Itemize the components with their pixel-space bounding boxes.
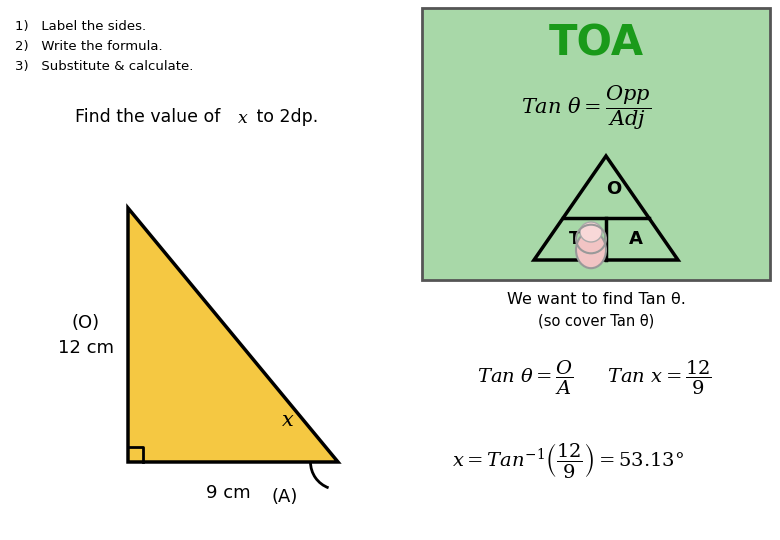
Ellipse shape xyxy=(576,232,606,268)
Text: $Tan\ x = \dfrac{12}{9}$: $Tan\ x = \dfrac{12}{9}$ xyxy=(607,359,712,397)
Text: 12 cm: 12 cm xyxy=(58,339,114,357)
Text: Find the value of: Find the value of xyxy=(75,108,226,126)
Text: (so cover Tan θ): (so cover Tan θ) xyxy=(538,313,654,328)
Text: (O): (O) xyxy=(72,314,100,332)
Text: 2)   Write the formula.: 2) Write the formula. xyxy=(15,40,162,53)
Text: θ: θ xyxy=(594,232,602,246)
Text: 9 cm: 9 cm xyxy=(206,484,250,502)
Text: We want to find Tan θ.: We want to find Tan θ. xyxy=(506,292,686,307)
Polygon shape xyxy=(534,156,678,260)
FancyBboxPatch shape xyxy=(422,8,770,280)
Text: (A): (A) xyxy=(271,488,298,506)
Text: $x$: $x$ xyxy=(282,410,295,430)
Text: $x = Tan^{-1}\left(\dfrac{12}{9}\right) = 53.13°$: $x = Tan^{-1}\left(\dfrac{12}{9}\right) … xyxy=(452,441,684,480)
Polygon shape xyxy=(128,208,338,462)
Text: to 2dp.: to 2dp. xyxy=(251,108,318,126)
Text: 3)   Substitute & calculate.: 3) Substitute & calculate. xyxy=(15,60,193,73)
Text: $x$: $x$ xyxy=(237,109,249,127)
Text: $Tan\ \theta = \dfrac{Opp}{Adj}$: $Tan\ \theta = \dfrac{Opp}{Adj}$ xyxy=(521,84,651,132)
Text: T: T xyxy=(569,230,580,248)
Text: TOA: TOA xyxy=(548,22,643,64)
Text: A: A xyxy=(629,230,643,248)
Text: O: O xyxy=(606,180,622,198)
Ellipse shape xyxy=(580,222,602,242)
Text: 1)   Label the sides.: 1) Label the sides. xyxy=(15,20,146,33)
Text: $Tan\ \theta = \dfrac{O}{A}$: $Tan\ \theta = \dfrac{O}{A}$ xyxy=(477,359,574,397)
